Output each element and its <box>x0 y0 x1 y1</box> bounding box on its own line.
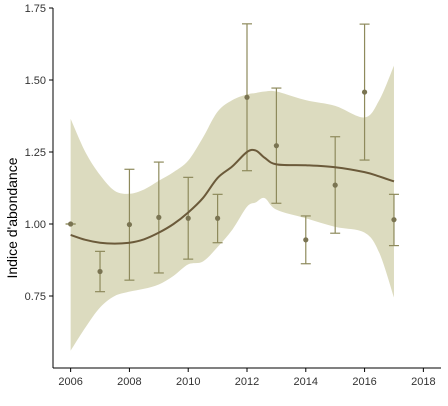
y-axis-title: Indice d'abondance <box>4 157 20 278</box>
data-point-2011 <box>215 215 221 221</box>
data-point-2014 <box>303 237 309 243</box>
data-point-2009 <box>156 214 162 220</box>
x-axis-ticks: 2006 2008 2010 2012 2014 2016 2018 <box>58 368 436 388</box>
plot-area <box>65 23 399 351</box>
y-axis-ticks: 0.75 1.00 1.25 1.50 1.75 <box>25 3 53 303</box>
data-point-2012 <box>244 94 250 100</box>
data-point-2010 <box>185 215 191 221</box>
trend-line <box>70 148 395 245</box>
data-point-2017 <box>391 217 397 223</box>
y-tick-label: 1.00 <box>25 219 46 231</box>
y-tick-label: 1.25 <box>25 147 46 159</box>
data-point-2016 <box>361 89 368 95</box>
x-tick-label: 2008 <box>117 376 141 388</box>
x-tick-label: 2016 <box>352 376 376 388</box>
x-tick-label: 2014 <box>294 376 318 388</box>
x-tick-label: 2012 <box>235 376 259 388</box>
y-tick-label: 1.50 <box>25 75 46 87</box>
x-tick-label: 2010 <box>176 376 200 388</box>
data-points <box>68 89 397 275</box>
x-tick-label: 2018 <box>411 376 435 388</box>
x-tick-label: 2006 <box>58 376 82 388</box>
confidence-ribbon <box>70 65 394 351</box>
data-point-2006 <box>68 221 74 227</box>
data-point-2015 <box>332 182 338 188</box>
data-point-2008 <box>126 221 133 228</box>
data-point-2007 <box>97 268 103 275</box>
y-tick-label: 0.75 <box>25 291 46 303</box>
data-point-2013 <box>273 143 279 149</box>
y-tick-label: 1.75 <box>25 3 46 15</box>
